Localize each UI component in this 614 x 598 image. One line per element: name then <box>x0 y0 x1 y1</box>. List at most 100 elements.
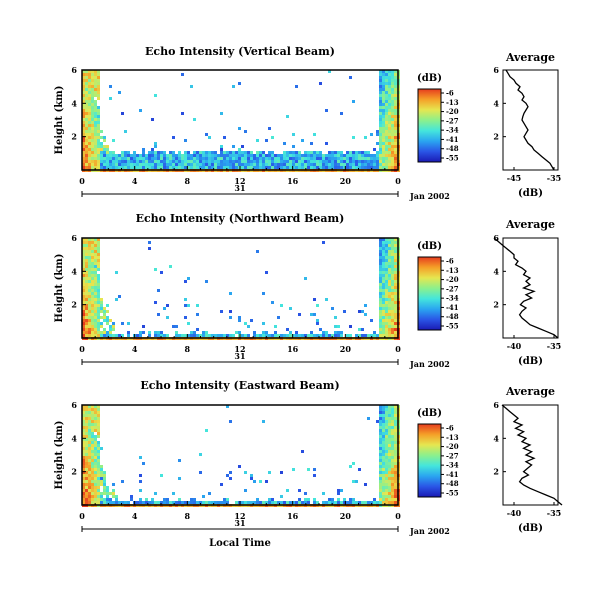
heatmap-cell <box>148 334 151 337</box>
heatmap-cell <box>88 501 91 504</box>
heatmap-cell <box>142 166 145 169</box>
heatmap-cell <box>388 405 391 408</box>
heatmap-cell <box>253 163 256 166</box>
heatmap-cell <box>88 85 91 88</box>
heatmap-cell <box>262 160 265 163</box>
profile-frame <box>502 237 559 339</box>
heatmap-cell <box>214 157 217 160</box>
heatmap-cell <box>82 304 85 307</box>
heatmap-cell <box>85 295 88 298</box>
heatmap-cell <box>388 420 391 423</box>
heatmap-cell <box>91 151 94 154</box>
heatmap-cell <box>94 420 97 423</box>
heatmap-cell <box>103 483 106 486</box>
heatmap-cell <box>379 115 382 118</box>
heatmap-cell <box>94 244 97 247</box>
heatmap-cell <box>82 483 85 486</box>
heatmap-cell <box>88 441 91 444</box>
x-tick-label: 0 <box>395 176 401 186</box>
heatmap-cell <box>97 295 100 298</box>
heatmap-cell <box>388 73 391 76</box>
heatmap-cell <box>85 271 88 274</box>
heatmap-cell <box>394 498 397 501</box>
heatmap-cell <box>91 441 94 444</box>
heatmap-cell <box>394 238 397 241</box>
heatmap-cell <box>97 160 100 163</box>
heatmap-cell <box>394 304 397 307</box>
heatmap-cell <box>379 480 382 483</box>
heatmap-cell <box>382 304 385 307</box>
heatmap-cell <box>385 420 388 423</box>
heatmap-cell <box>82 322 85 325</box>
heatmap-cell <box>109 151 112 154</box>
heatmap-cell <box>82 124 85 127</box>
heatmap-cell <box>163 157 166 160</box>
heatmap-cell <box>88 301 91 304</box>
colorbar-tick-label: -27 <box>446 284 459 293</box>
heatmap-cell <box>391 459 394 462</box>
heatmap-cell <box>388 154 391 157</box>
heatmap-cell <box>391 319 394 322</box>
heatmap-cell <box>391 244 394 247</box>
heatmap-cell <box>97 492 100 495</box>
heatmap-cell <box>361 328 364 331</box>
heatmap-cell <box>85 310 88 313</box>
heatmap-cell <box>91 73 94 76</box>
heatmap-cell <box>226 498 229 501</box>
heatmap-cell <box>388 262 391 265</box>
heatmap-cell <box>244 501 247 504</box>
heatmap-cell <box>247 325 250 328</box>
heatmap-cell <box>394 166 397 169</box>
heatmap-cell <box>388 241 391 244</box>
heatmap-cell <box>364 483 367 486</box>
heatmap-cell <box>97 486 100 489</box>
heatmap-cell <box>337 154 340 157</box>
heatmap-cell <box>91 474 94 477</box>
heatmap-cell <box>385 310 388 313</box>
heatmap-cell <box>358 468 361 471</box>
heatmap-cell <box>85 325 88 328</box>
heatmap-cell <box>373 160 376 163</box>
heatmap-cell <box>352 163 355 166</box>
heatmap-cell <box>91 331 94 334</box>
heatmap-cell <box>94 325 97 328</box>
heatmap-cell <box>385 468 388 471</box>
profile-y-tick-label: 6 <box>493 65 499 75</box>
heatmap-cell <box>100 142 103 145</box>
heatmap-cell <box>88 70 91 73</box>
heatmap-cell <box>394 157 397 160</box>
heatmap-cell <box>82 307 85 310</box>
heatmap-cell <box>172 163 175 166</box>
heatmap-cell <box>124 130 127 133</box>
heatmap-cell <box>184 316 187 319</box>
heatmap-cell <box>388 112 391 115</box>
heatmap-cell <box>163 154 166 157</box>
heatmap-cell <box>370 501 373 504</box>
heatmap-cell <box>118 295 121 298</box>
heatmap-cell <box>379 133 382 136</box>
heatmap-cell <box>97 145 100 148</box>
heatmap-cell <box>382 334 385 337</box>
heatmap-cell <box>265 154 268 157</box>
heatmap-cell <box>109 154 112 157</box>
heatmap-cell <box>358 166 361 169</box>
heatmap-cell <box>97 244 100 247</box>
heatmap-cell <box>337 166 340 169</box>
heatmap-cell <box>262 154 265 157</box>
profile-x-tick-label: -35 <box>547 173 561 183</box>
heatmap-cell <box>235 331 238 334</box>
heatmap-cell <box>214 166 217 169</box>
heatmap-cell <box>82 417 85 420</box>
heatmap-cell <box>226 163 229 166</box>
heatmap-cell <box>373 166 376 169</box>
heatmap-cell <box>307 163 310 166</box>
panel-1: Echo Intensity (Vertical Beam)642Height … <box>54 45 561 201</box>
heatmap-cell <box>211 154 214 157</box>
heatmap-cell <box>88 73 91 76</box>
heatmap-cell <box>97 447 100 450</box>
heatmap-cell <box>91 247 94 250</box>
heatmap-cell <box>379 328 382 331</box>
heatmap-cell <box>244 163 247 166</box>
heatmap-cell <box>100 136 103 139</box>
heatmap-cell <box>391 94 394 97</box>
